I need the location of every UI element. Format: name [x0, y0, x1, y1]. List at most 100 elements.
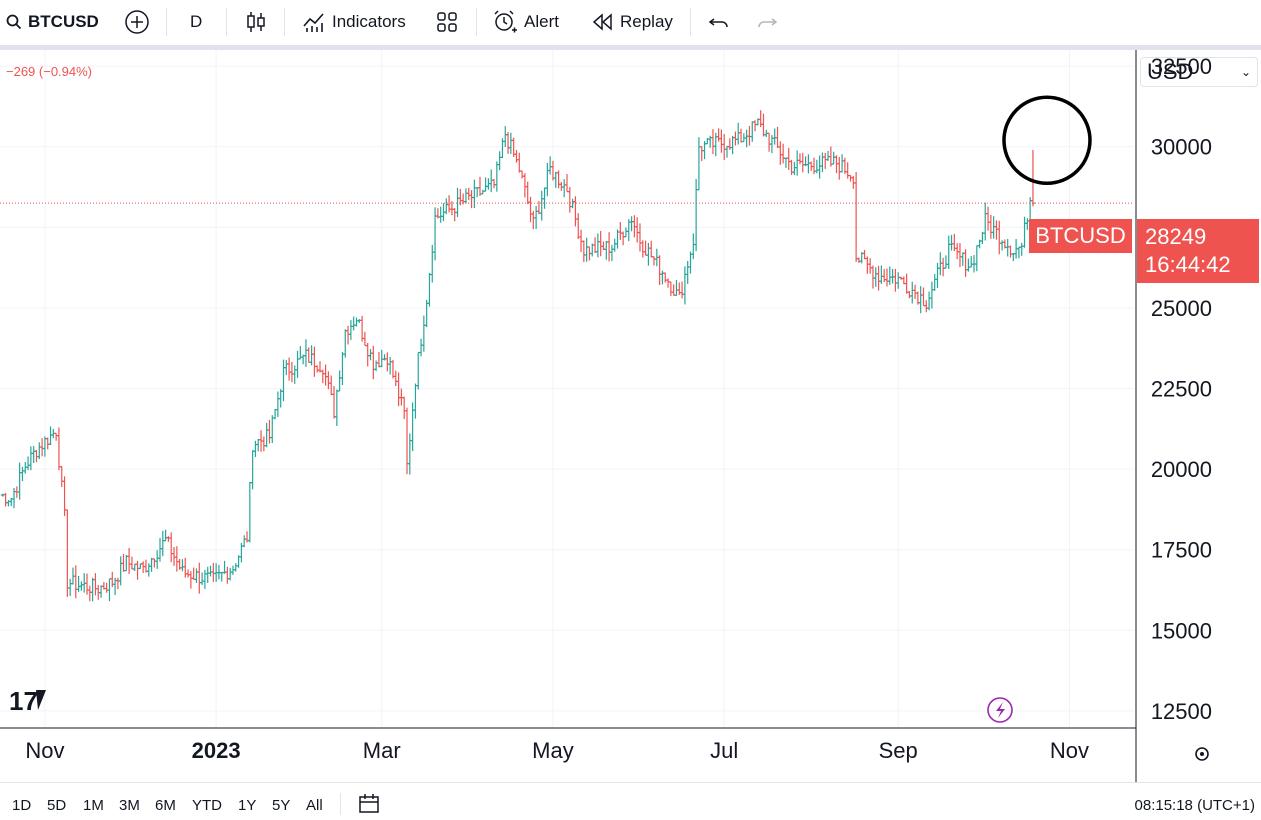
ohlc-bar	[191, 567, 196, 581]
range-1y[interactable]: 1Y	[238, 797, 257, 814]
range-3m[interactable]: 3M	[119, 797, 140, 814]
candles-icon	[244, 10, 268, 34]
chart-type-button[interactable]	[244, 6, 268, 38]
lightning-icon[interactable]	[987, 697, 1013, 723]
ohlc-bar	[595, 233, 600, 258]
price-change-text: −269 (−0.94%)	[6, 64, 92, 79]
ohlc-bar	[180, 559, 185, 572]
ohlc-bar	[31, 446, 36, 464]
compare-symbol-button[interactable]	[124, 6, 150, 38]
ohlc-bar	[840, 154, 845, 173]
ohlc-bar	[966, 258, 971, 272]
ohlc-bar	[814, 159, 819, 174]
ohlc-bar	[629, 216, 634, 232]
range-6m[interactable]: 6M	[155, 797, 176, 814]
range-ytd[interactable]: YTD	[192, 797, 222, 814]
ohlc-bar	[623, 227, 628, 238]
range-5y[interactable]: 5Y	[272, 797, 291, 814]
ohlc-bar	[753, 120, 758, 132]
ohlc-bar	[340, 351, 345, 385]
redo-button[interactable]	[756, 6, 778, 38]
ohlc-bar	[416, 351, 421, 390]
ohlc-bar	[3, 493, 8, 507]
ohlc-bar	[514, 150, 519, 163]
ohlc-bar	[469, 190, 474, 209]
time-axis: Nov 2023 Mar May Jul Sep Nov	[25, 738, 1089, 763]
ohlc-bar	[786, 147, 791, 170]
ohlc-bar	[186, 569, 191, 578]
ohlc-bar	[118, 556, 123, 586]
ohlc-bar	[480, 189, 485, 195]
ohlc-bar	[385, 352, 390, 372]
ohlc-bar	[792, 161, 797, 176]
ohlc-bar	[904, 273, 909, 294]
ohlc-bar	[455, 187, 460, 218]
alert-button[interactable]: Alert	[492, 6, 559, 38]
ohlc-bar	[553, 171, 558, 188]
ohlc-bar	[87, 585, 92, 602]
interval-button[interactable]: D	[190, 6, 202, 38]
ohlc-bar	[343, 329, 348, 358]
symbol-search[interactable]: BTCUSD	[6, 6, 99, 38]
ohlc-bar	[1008, 245, 1013, 258]
ohlc-bar	[710, 129, 715, 155]
range-5d[interactable]: 5D	[47, 797, 67, 814]
ohlc-bar	[918, 286, 923, 314]
ohlc-bar	[548, 156, 553, 175]
toolbar-divider	[166, 8, 167, 36]
time-tick-label: Sep	[879, 738, 918, 763]
clock-timezone[interactable]: 08:15:18 (UTC+1)	[1134, 797, 1255, 814]
ohlc-bar	[155, 550, 160, 569]
ohlc-bar	[750, 121, 755, 142]
ohlc-bar	[744, 129, 749, 148]
ohlc-bar	[907, 290, 912, 299]
ohlc-bar	[724, 145, 729, 158]
ohlc-bar	[941, 257, 946, 277]
ohlc-bar	[525, 181, 530, 205]
ohlc-bar	[17, 462, 22, 500]
ohlc-bar	[795, 150, 800, 176]
calendar-icon[interactable]	[358, 793, 382, 820]
settings-gear-icon[interactable]	[1195, 747, 1209, 761]
range-1m[interactable]: 1M	[83, 797, 104, 814]
ohlc-bar	[1016, 246, 1021, 259]
price-tick-label: 15000	[1151, 618, 1212, 643]
ohlc-bar	[932, 273, 937, 291]
indicators-button[interactable]: Indicators	[302, 6, 406, 38]
currency-selector[interactable]: USD ⌄	[1140, 57, 1258, 87]
ohlc-bar	[233, 563, 238, 572]
ohlc-bar	[45, 437, 50, 450]
ohlc-bar	[247, 481, 252, 543]
ohlc-bar	[545, 162, 550, 197]
price-chart[interactable]: −269 (−0.94%) 17 12500 15000 17500 20000 225…	[0, 50, 1261, 782]
layouts-button[interactable]	[436, 6, 458, 38]
ohlc-bar	[48, 426, 53, 445]
ohlc-bar	[949, 234, 954, 251]
ohlc-bar	[253, 440, 258, 458]
ohlc-bar	[868, 258, 873, 274]
ohlc-bar	[685, 260, 690, 284]
symbol-label: BTCUSD	[28, 12, 99, 31]
range-all[interactable]: All	[306, 797, 323, 814]
tradingview-logo[interactable]: 17	[9, 686, 46, 716]
ohlc-bars	[0, 110, 1035, 602]
ohlc-bar	[295, 350, 300, 378]
ohlc-bar	[183, 557, 188, 578]
ohlc-bar	[1019, 242, 1024, 256]
replay-label: Replay	[620, 12, 673, 31]
ohlc-bar	[924, 300, 929, 313]
range-1d[interactable]: 1D	[12, 797, 32, 814]
undo-button[interactable]	[708, 6, 730, 38]
ohlc-bar	[621, 231, 626, 246]
ohlc-bar	[887, 266, 892, 285]
ohlc-bar	[607, 232, 612, 262]
currency-label: USD	[1147, 59, 1194, 84]
ohlc-bar	[166, 536, 171, 542]
ohlc-bar	[565, 174, 569, 193]
ohlc-bar	[267, 419, 272, 444]
ohlc-bar	[466, 187, 471, 201]
replay-button[interactable]: Replay	[592, 6, 673, 38]
time-tick-label: 2023	[192, 738, 241, 763]
time-tick-label: Jul	[710, 738, 738, 763]
ohlc-bar	[775, 126, 780, 149]
